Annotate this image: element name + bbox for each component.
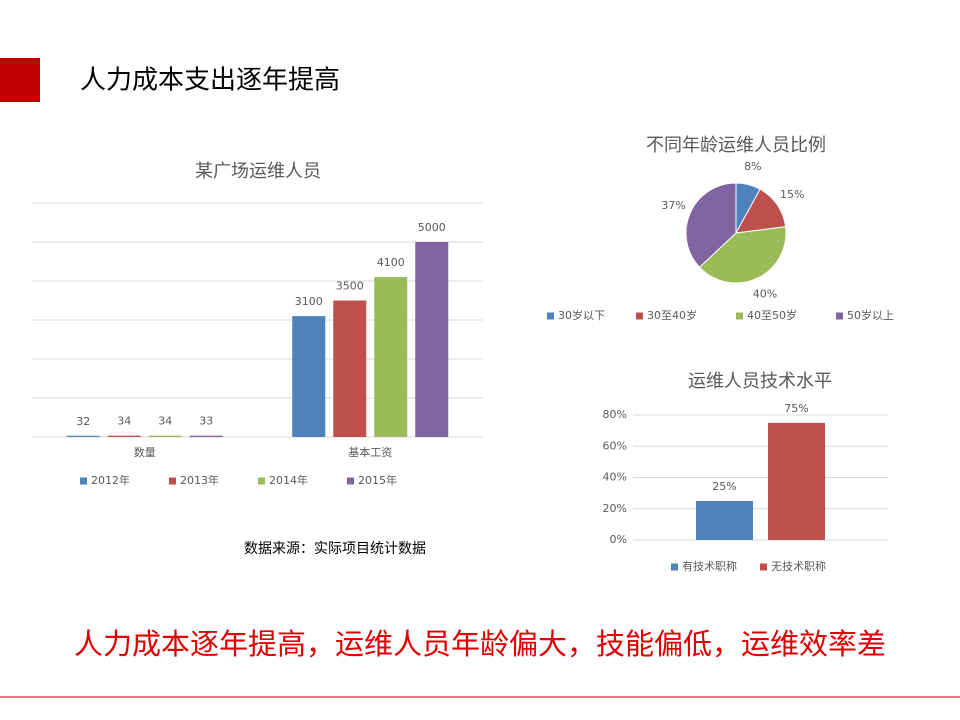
bar xyxy=(66,435,100,437)
legend-swatch xyxy=(169,477,176,485)
pie-slice xyxy=(698,226,787,284)
legend-swatch xyxy=(80,477,87,485)
legend-label: 2012年 xyxy=(91,473,130,487)
legend-swatch xyxy=(671,563,678,571)
legend-label: 2015年 xyxy=(358,473,397,487)
y-tick-label: 40% xyxy=(603,471,627,484)
x-tick-label: 基本工资 xyxy=(348,445,392,459)
conclusion: 人力成本逐年提高，运维人员年龄偏大，技能偏低，运维效率差 xyxy=(74,627,886,661)
pie-slice xyxy=(685,182,737,268)
bar xyxy=(189,435,223,437)
legend-label: 40至50岁 xyxy=(747,308,797,322)
bar xyxy=(415,242,449,437)
data-label: 15% xyxy=(780,188,804,201)
data-label: 34 xyxy=(117,415,131,428)
bar xyxy=(333,300,367,437)
legend-label: 2013年 xyxy=(180,473,219,487)
x-tick-label: 数量 xyxy=(134,446,156,459)
bar xyxy=(292,316,326,437)
data-label: 25% xyxy=(712,480,736,493)
slide-title: 人力成本支出逐年提高 xyxy=(80,66,340,96)
data-label: 3500 xyxy=(336,280,364,293)
legend-swatch xyxy=(836,312,843,320)
legend-swatch xyxy=(547,312,554,320)
data-label: 75% xyxy=(784,402,808,415)
data-label: 3100 xyxy=(295,295,323,308)
y-tick-label: 80% xyxy=(603,408,627,421)
data-label: 37% xyxy=(661,199,685,212)
legend-label: 50岁以上 xyxy=(847,308,894,322)
legend-label: 无技术职称 xyxy=(771,559,826,573)
y-tick-label: 0% xyxy=(610,533,627,546)
legend-swatch xyxy=(347,477,354,485)
data-label: 32 xyxy=(76,415,90,428)
data-label: 33 xyxy=(199,415,213,428)
legend-swatch xyxy=(636,312,643,320)
bar xyxy=(768,422,825,540)
legend-swatch xyxy=(736,312,743,320)
source-note: 数据来源：实际项目统计数据 xyxy=(244,541,426,557)
legend-swatch xyxy=(258,477,265,485)
y-tick-label: 60% xyxy=(603,439,627,452)
legend-label: 30岁以下 xyxy=(558,308,605,322)
bar xyxy=(374,277,408,437)
legend-label: 2014年 xyxy=(269,473,308,487)
legend-label: 30至40岁 xyxy=(647,308,697,322)
chart-title: 不同年龄运维人员比例 xyxy=(646,135,826,156)
bar xyxy=(148,435,182,437)
y-tick-label: 20% xyxy=(603,502,627,515)
legend-label: 有技术职称 xyxy=(682,559,737,573)
data-label: 34 xyxy=(158,415,172,428)
data-label: 5000 xyxy=(418,221,446,234)
chart-title: 某广场运维人员 xyxy=(195,161,321,182)
bar xyxy=(696,500,753,540)
chart-title: 运维人员技术水平 xyxy=(688,371,832,392)
data-label: 4100 xyxy=(377,256,405,269)
bar xyxy=(107,435,141,437)
title-marker xyxy=(0,58,40,102)
data-label: 40% xyxy=(753,288,777,301)
data-label: 8% xyxy=(744,160,761,173)
legend-swatch xyxy=(760,563,767,571)
